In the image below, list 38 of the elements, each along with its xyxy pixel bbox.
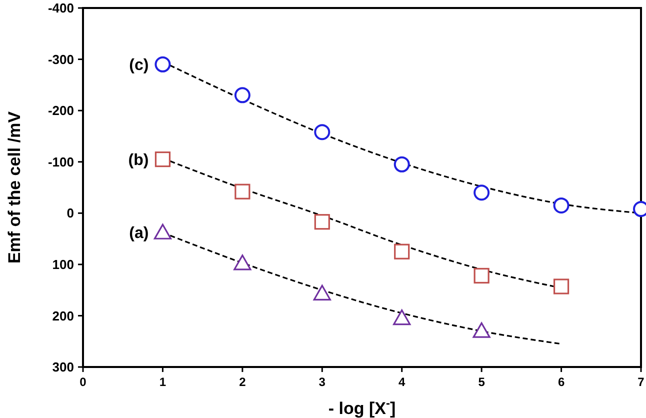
y-tick-label: 0	[66, 206, 74, 221]
y-tick-label: 200	[52, 308, 74, 324]
x-tick-label: 7	[638, 375, 645, 389]
point	[154, 56, 171, 72]
point	[314, 214, 330, 230]
annotation: (a)	[129, 225, 149, 242]
point	[313, 284, 331, 300]
point	[234, 87, 250, 104]
y-tick-label: 100	[52, 256, 74, 272]
point	[234, 184, 250, 200]
x-tick-label: 4	[398, 375, 406, 389]
point	[553, 197, 570, 214]
y-tick-label: 300	[52, 360, 74, 375]
annotation: (c)	[129, 57, 149, 74]
point	[553, 278, 570, 294]
y-tick-label: -400	[48, 0, 74, 16]
point	[474, 268, 490, 284]
point	[394, 244, 410, 260]
x-axis-title: - log [X$^{-}$]	[328, 396, 396, 418]
x-tick-label: 0	[80, 375, 87, 389]
y-tick-label: -100	[48, 154, 74, 170]
x-tick-label: 6	[558, 375, 565, 389]
y-tick-label: -200	[48, 103, 74, 118]
x-tick-label: 1	[159, 375, 166, 389]
point	[472, 322, 490, 338]
point	[394, 156, 410, 172]
point	[393, 309, 411, 326]
point	[154, 151, 171, 168]
x-tick-label: 5	[478, 375, 486, 389]
point	[234, 254, 252, 270]
y-tick-label: -300	[48, 52, 74, 67]
x-tick-label: 3	[318, 375, 326, 389]
annotation: (b)	[128, 152, 149, 169]
point	[474, 184, 490, 201]
point	[314, 124, 330, 140]
x-tick-label: 2	[239, 375, 246, 389]
point	[154, 224, 172, 240]
y-axis-title: Emf of the cell /mV	[5, 110, 24, 264]
